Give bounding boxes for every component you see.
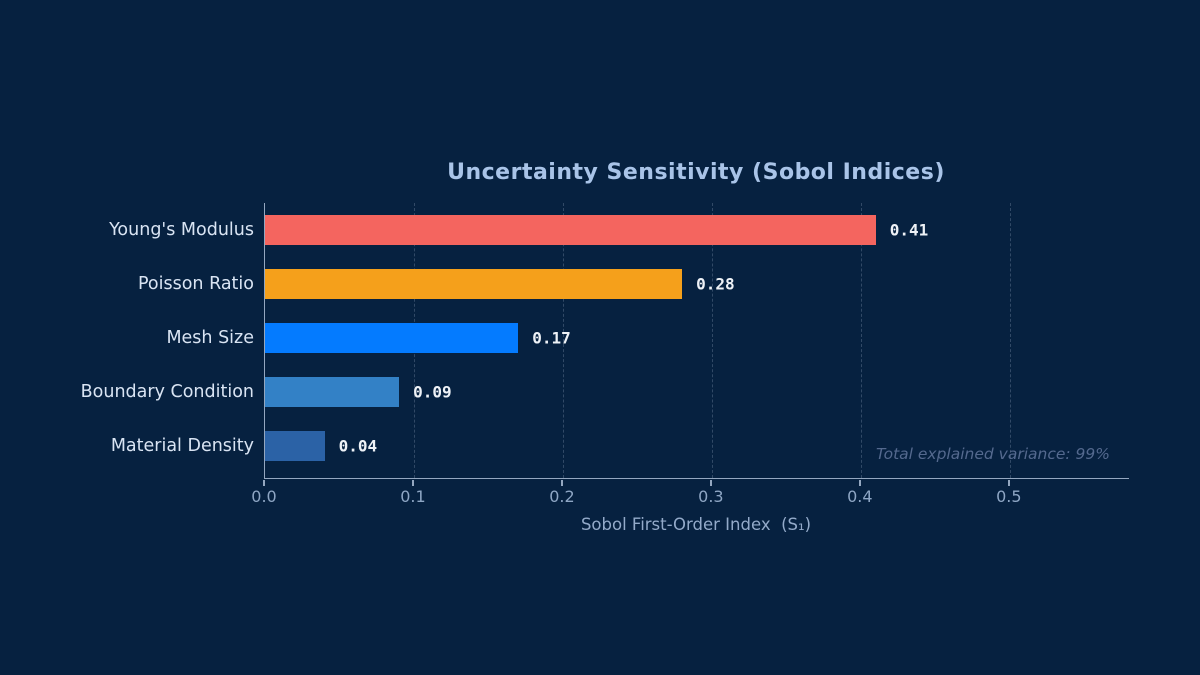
value-label: 0.41 [889,220,929,240]
x-tick [1008,479,1010,486]
x-tick [859,479,861,486]
bar [265,431,325,461]
x-axis-label: Sobol First-Order Index (S₁) [580,515,812,534]
annotation-total-variance: Total explained variance: 99% [876,445,1110,463]
x-tick-label: 0.5 [996,487,1022,506]
value-label: 0.04 [338,436,378,456]
bar [265,323,519,353]
x-tick-label: 0.0 [251,487,277,506]
x-tick-label: 0.4 [847,487,873,506]
plot-area: 0.41 0.28 0.17 0.09 0.04 [264,203,1129,479]
category-label: Poisson Ratio [137,274,254,294]
category-label: Mesh Size [166,328,254,348]
x-tick-label: 0.3 [698,487,724,506]
chart-title: Uncertainty Sensitivity (Sobol Indices) [447,160,945,185]
gridline [562,203,564,478]
category-label: Boundary Condition [80,382,254,402]
bar [265,215,876,245]
category-label: Material Density [110,436,254,456]
bar [265,377,400,407]
value-label: 0.28 [696,274,735,294]
x-tick-label: 0.1 [400,487,426,506]
category-label: Young's Modulus [109,220,254,240]
gridline [711,203,713,478]
value-label: 0.09 [413,382,452,402]
x-tick [710,479,712,486]
gridline [860,203,862,478]
x-tick-label: 0.2 [549,487,575,506]
x-tick [263,479,265,486]
x-tick [561,479,563,486]
value-label: 0.17 [532,328,571,348]
x-tick [412,479,414,486]
bar [265,269,683,299]
gridline [1009,203,1011,478]
